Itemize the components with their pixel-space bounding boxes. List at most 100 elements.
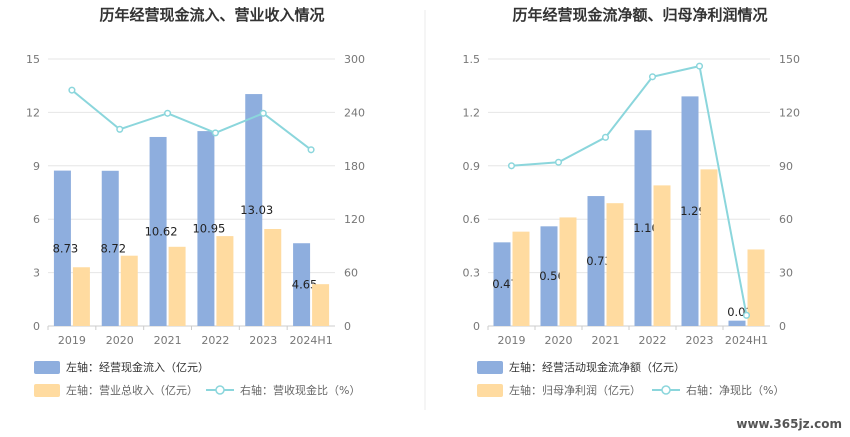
right-line-point [742, 311, 751, 319]
right-line-series [511, 64, 748, 316]
right-left-axis-tick: 0.9 [463, 160, 481, 173]
left-legend-label-2: 左轴：营业总收入（亿元） [66, 383, 198, 397]
left-x-axis-label: 2022 [201, 334, 229, 347]
left-x-axis-label: 2023 [249, 334, 277, 347]
right-bar-series-2 [512, 231, 530, 326]
left-bar-data-label: 8.73 [53, 241, 79, 255]
left-bar-data-label: 8.72 [100, 241, 126, 255]
right-bar-series-2 [700, 169, 718, 326]
right-left-axis-tick: 1.5 [463, 53, 481, 66]
right-chart-title: 历年经营现金流净额、归母净利润情况 [512, 6, 767, 24]
left-chart-legend: 左轴：经营现金流入（亿元） 左轴：营业总收入（亿元） 右轴：营收现金比（%） [34, 360, 360, 397]
right-line-point [507, 162, 516, 170]
left-legend-line-marker [215, 385, 225, 395]
right-bar-series-1 [681, 96, 699, 326]
right-right-axis-tick: 60 [779, 213, 793, 226]
right-bar-data-label: 0.73 [586, 254, 612, 268]
left-right-axis-tick: 300 [344, 53, 365, 66]
right-bar-series-1 [493, 242, 511, 326]
left-bar-series-1 [293, 243, 311, 326]
right-x-axis-label: 2020 [545, 334, 573, 347]
right-left-axis-tick: 1.2 [463, 106, 481, 119]
left-bar-series-2 [168, 246, 186, 326]
right-bar-series-1 [587, 196, 605, 326]
watermark-text: www.365jz.com [736, 417, 842, 431]
right-x-axis-label: 2023 [686, 334, 714, 347]
right-line-point [695, 62, 704, 70]
left-line-point [307, 146, 315, 154]
left-legend-label-3: 右轴：营收现金比（%） [240, 383, 360, 397]
right-bar-series-1 [728, 320, 746, 326]
left-legend-swatch-2 [34, 384, 60, 397]
right-left-axis-tick: 0.6 [463, 213, 481, 226]
right-legend-line-marker [661, 385, 671, 395]
right-right-axis-tick: 150 [779, 53, 800, 66]
right-legend-swatch-2 [477, 384, 503, 397]
left-bar-series-2 [264, 228, 282, 326]
left-left-axis-tick: 0 [33, 320, 40, 333]
right-x-axis-label: 2021 [592, 334, 620, 347]
right-bar-series-1 [634, 130, 652, 326]
left-bar-data-label: 10.95 [192, 222, 225, 236]
left-line-point [116, 125, 124, 133]
left-right-axis-tick: 0 [344, 320, 351, 333]
left-line-point [68, 86, 76, 94]
right-left-axis-tick: 0.3 [463, 267, 481, 280]
left-bar-series-2 [312, 284, 330, 326]
left-bar-series-1 [101, 170, 119, 326]
left-x-axis-label: 2019 [58, 334, 86, 347]
left-legend-label-1: 左轴：经营现金流入（亿元） [66, 360, 209, 374]
right-line-point [601, 133, 610, 141]
left-bar-series-2 [216, 236, 234, 326]
left-left-axis-tick: 15 [26, 53, 40, 66]
left-line-point [164, 109, 172, 117]
left-x-axis-label: 2021 [154, 334, 182, 347]
right-bar-data-label: 0.56 [539, 269, 565, 283]
left-left-axis-tick: 12 [26, 106, 40, 119]
left-bar-series-2 [72, 267, 90, 326]
left-chart-plot: 0 3 6 9 12 15 0 60 120 180 240 300 2019 8.73 2020 8.72 2… [26, 53, 365, 347]
left-bar-series-2 [120, 255, 138, 326]
left-x-axis-label: 2024H1 [289, 334, 332, 347]
right-bar-series-2 [606, 203, 624, 326]
right-bar-series-2 [653, 185, 671, 326]
right-bar-data-label: 1.10 [633, 221, 659, 235]
left-right-axis-tick: 120 [344, 213, 365, 226]
left-left-axis-tick: 6 [33, 213, 40, 226]
left-bar-series-1 [197, 131, 215, 326]
right-left-axis-tick: 0 [473, 320, 480, 333]
right-bar-data-label: 0.47 [492, 277, 518, 291]
right-legend-swatch-1 [477, 361, 503, 374]
left-bar-series-1 [149, 136, 167, 326]
left-bar-data-label: 13.03 [240, 203, 273, 217]
right-legend-label-1: 左轴：经营活动现金流净额（亿元） [509, 360, 685, 374]
right-right-axis-tick: 30 [779, 267, 793, 280]
right-right-axis-tick: 0 [779, 320, 786, 333]
right-legend-label-3: 右轴：净现比（%） [686, 383, 784, 397]
left-bar-series-1 [245, 94, 263, 326]
left-right-axis-tick: 240 [344, 106, 365, 119]
right-chart-plot: 0 0.3 0.6 0.9 1.2 1.5 0 30 60 90 120 150 2019 0.47 202… [463, 53, 801, 347]
right-right-axis-tick: 120 [779, 106, 800, 119]
left-right-axis-tick: 60 [344, 267, 358, 280]
right-right-axis-tick: 90 [779, 160, 793, 173]
right-bar-series-2 [559, 217, 577, 326]
right-line-point [648, 73, 657, 81]
right-x-axis-label: 2019 [498, 334, 526, 347]
left-legend-swatch-1 [34, 361, 60, 374]
right-bar-series-2 [747, 249, 765, 326]
left-bar-series-1 [53, 170, 71, 326]
right-x-axis-label: 2024H1 [725, 334, 768, 347]
left-line-point [259, 109, 267, 117]
left-bar-data-label: 10.62 [145, 224, 178, 238]
right-line-point [554, 158, 563, 166]
left-line-point [211, 129, 219, 137]
left-line-series [71, 89, 312, 151]
right-bar-data-label: 1.29 [680, 204, 706, 218]
left-left-axis-tick: 3 [33, 267, 40, 280]
right-bar-series-1 [540, 226, 558, 326]
left-bar-data-label: 4.65 [292, 278, 318, 292]
right-legend-label-2: 左轴：归母净利润（亿元） [509, 383, 641, 397]
left-right-axis-tick: 180 [344, 160, 365, 173]
